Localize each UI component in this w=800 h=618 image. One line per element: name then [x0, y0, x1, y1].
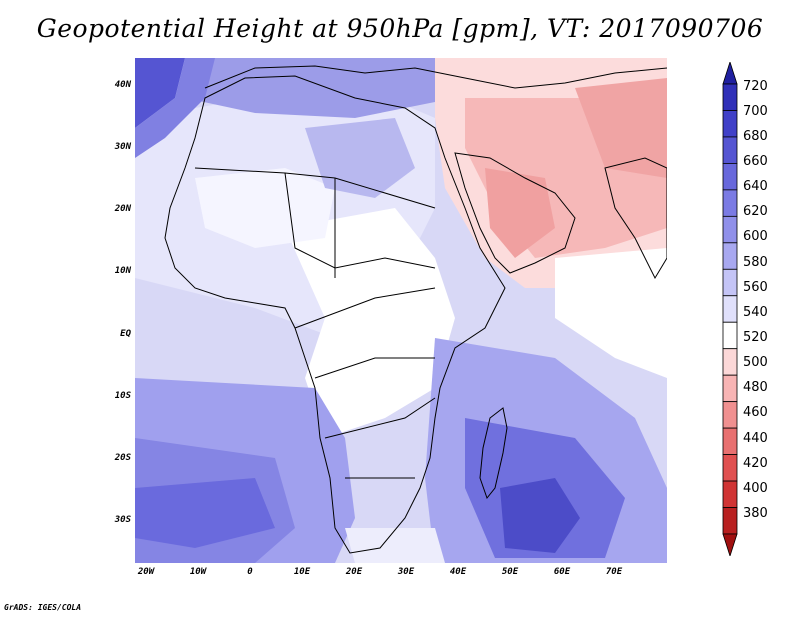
map-plot-area [135, 58, 667, 563]
colorbar-label-440: 440 [743, 431, 768, 446]
europe-coastline [204, 65, 667, 89]
colorbar-label-460: 460 [743, 405, 768, 420]
lat-tick-30s: 30S [114, 515, 131, 525]
colorbar-label-640: 640 [743, 179, 768, 194]
colorbar-label-500: 500 [743, 355, 768, 370]
colorbar-label-400: 400 [743, 481, 768, 496]
lon-tick-40e: 40E [449, 567, 467, 577]
arabia-coastline [454, 152, 576, 274]
lat-tick-40n: 40N [114, 80, 131, 90]
colorbar-label-600: 600 [743, 229, 768, 244]
lon-tick-0: 0 [247, 567, 253, 577]
colorbar-segment [722, 427, 738, 455]
colorbar-label-560: 560 [743, 280, 768, 295]
colorbar-segment [722, 83, 738, 111]
india-coastline [604, 157, 667, 280]
africa-coastline [164, 75, 506, 554]
madagascar-coastline [479, 407, 508, 500]
africa-borders [194, 167, 436, 479]
colorbar-arrow-top [722, 62, 738, 85]
colorbar-label-380: 380 [743, 506, 768, 521]
colorbar-segment [722, 110, 738, 138]
colorbar-segment [722, 374, 738, 403]
map-title: Geopotential Height at 950hPa [gpm], VT:… [36, 14, 764, 43]
lon-tick-10e: 10E [293, 567, 311, 577]
colorbar-segment [722, 136, 738, 164]
shade-madagascar-high-deep [500, 478, 580, 553]
colorbar-segment [722, 163, 738, 191]
colorbar-label-540: 540 [743, 305, 768, 320]
grads-credit: GrADS: IGES/COLA [4, 603, 82, 612]
lon-tick-30e: 30E [397, 567, 415, 577]
colorbar-label-660: 660 [743, 154, 768, 169]
shade-nw-corner-blue [135, 58, 185, 128]
colorbar-segment [722, 295, 738, 323]
lon-tick-60e: 60E [553, 567, 571, 577]
lon-tick-50e: 50E [501, 567, 519, 577]
lon-tick-20w: 20W [137, 567, 155, 577]
shade-south-atlantic-deep [135, 478, 275, 548]
colorbar-segment [722, 189, 738, 217]
shade-central-africa-white [285, 208, 455, 438]
lat-tick-10s: 10S [114, 391, 131, 401]
colorbar-label-520: 520 [743, 330, 768, 345]
lon-tick-20e: 20E [345, 567, 363, 577]
lon-tick-70e: 70E [605, 567, 623, 577]
lat-tick-20n: 20N [114, 204, 131, 214]
colorbar-segment [722, 215, 738, 244]
lat-tick-30n: 30N [114, 142, 131, 152]
colorbar-segment [722, 321, 738, 350]
colorbar-label-720: 720 [743, 79, 768, 94]
colorbar-arrow-bottom [722, 533, 738, 556]
colorbar-label-680: 680 [743, 129, 768, 144]
colorbar-segment [722, 507, 738, 535]
coastlines [164, 65, 667, 554]
colorbar-label-620: 620 [743, 204, 768, 219]
shade-indian-ocean-white [555, 248, 667, 378]
shade-south-tip-light [345, 528, 445, 563]
colorbar-segment [722, 348, 738, 376]
colorbar-label-480: 480 [743, 380, 768, 395]
colorbar-segment [722, 454, 738, 482]
colorbar-label-580: 580 [743, 255, 768, 270]
lat-tick-20s: 20S [114, 453, 131, 463]
colorbar-segment [722, 242, 738, 270]
colorbar-label-700: 700 [743, 104, 768, 119]
colorbar-segment [722, 480, 738, 508]
shade-mediterranean-blue [185, 58, 465, 118]
colorbar-label-420: 420 [743, 456, 768, 471]
shade-north-africa-white [195, 168, 335, 248]
colorbar-segment [722, 268, 738, 297]
colorbar [722, 62, 738, 556]
lat-tick-10n: 10N [114, 266, 131, 276]
lat-tick-eq: EQ [120, 329, 131, 339]
shade-nw-corner-mid [135, 58, 215, 158]
shade-iran-deep-red [575, 78, 667, 178]
shade-arabia-deep-red [485, 168, 555, 258]
lon-tick-10w: 10W [189, 567, 207, 577]
colorbar-segment [722, 401, 738, 429]
